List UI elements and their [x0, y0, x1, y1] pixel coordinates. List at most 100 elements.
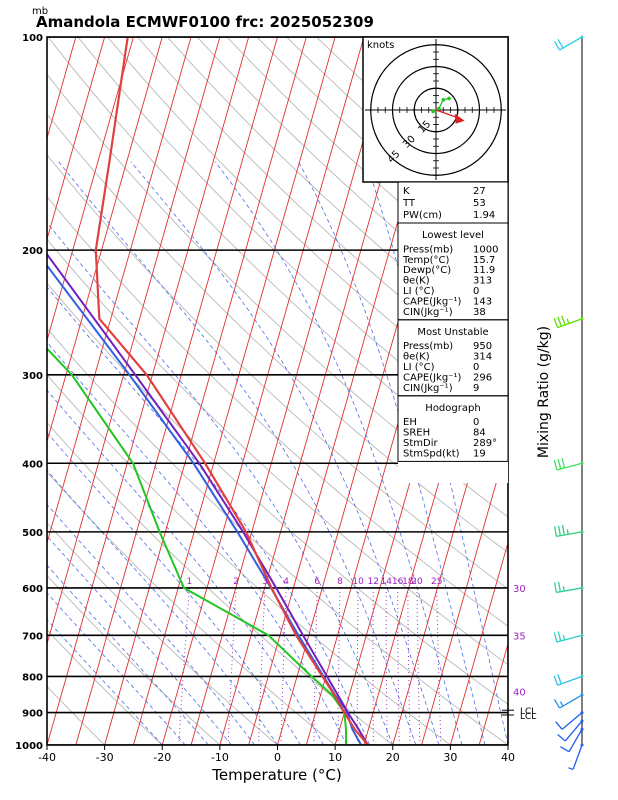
isotherm: [449, 541, 508, 745]
dry-adiabat: [47, 195, 508, 627]
moist-adiabat: [47, 619, 163, 745]
moist-adiabat: [58, 161, 417, 745]
index-value: 289°: [473, 438, 497, 449]
index-value: 0: [473, 362, 479, 373]
barb-half-flag: [559, 701, 564, 707]
isotherm: [190, 37, 394, 745]
barb-shaft: [568, 728, 583, 753]
barb-flag: [553, 699, 561, 709]
hodograph-units: knots: [367, 40, 394, 51]
barb-origin: [580, 727, 584, 731]
mixing-ratio-label: 4: [283, 577, 289, 587]
dry-adiabat: [47, 327, 508, 745]
dry-adiabat: [47, 73, 508, 518]
barb-flag: [560, 746, 570, 753]
index-box-fill: [398, 182, 508, 223]
dry-adiabat: [47, 154, 508, 590]
isotherm-label: 40: [513, 687, 526, 698]
hodograph-point: [431, 109, 435, 114]
barb-origin: [580, 461, 584, 465]
mixing-ratio-label: 8: [337, 577, 343, 587]
mixing-ratio-line: [337, 587, 341, 745]
barb-half-flag: [566, 318, 570, 324]
index-value: 27: [473, 186, 486, 197]
lcl-label: LCL: [520, 712, 536, 722]
pressure-tick-label: 900: [22, 709, 43, 720]
dry-adiabat: [47, 37, 508, 484]
index-label: CAPE(Jkg⁻¹): [403, 372, 461, 383]
mixing-ratio-label: 3: [262, 577, 268, 587]
barb-flag: [557, 525, 561, 536]
barb-flag: [561, 315, 566, 326]
index-value: 950: [473, 341, 492, 352]
barb-origin: [580, 530, 584, 534]
dry-adiabat: [47, 374, 451, 745]
isotherm: [75, 37, 278, 745]
lcl-label: LCL: [520, 707, 536, 717]
right-axis-label: Mixing Ratio (g/kg): [536, 326, 552, 458]
x-tick-label: 30: [443, 751, 457, 764]
barb-origin: [580, 693, 584, 697]
moist-adiabat: [47, 592, 186, 745]
pressure-tick-label: 100: [22, 33, 43, 44]
barb-flag: [554, 526, 558, 537]
isotherm-label: 30: [513, 584, 526, 595]
index-label: Temp(°C): [402, 255, 450, 266]
dry-adiabat: [47, 113, 508, 554]
storm-motion-arrow: [454, 113, 465, 124]
index-value: 1000: [473, 244, 498, 255]
x-axis-label: Temperature (°C): [211, 766, 341, 784]
isotherm: [47, 37, 106, 241]
mixing-ratio-label: 10: [352, 577, 364, 587]
index-label: LI (°C): [403, 286, 435, 297]
wind-barb: [553, 458, 584, 471]
index-label: SREH: [403, 428, 430, 439]
temperature-profile-line: [94, 37, 369, 745]
barb-flag: [553, 460, 558, 471]
barb-flag: [561, 458, 566, 469]
index-label: CIN(Jkg⁻¹): [403, 307, 453, 318]
wind-barb: [554, 525, 584, 538]
barb-shaft: [561, 712, 583, 730]
barb-origin: [580, 743, 584, 747]
pressure-tick-label: 200: [22, 246, 43, 257]
moist-adiabat: [47, 389, 324, 745]
index-value: 0: [473, 417, 479, 428]
parcel-profile-line: [47, 252, 369, 745]
barb-flag: [557, 316, 562, 327]
barb-half-flag: [562, 586, 565, 592]
index-box: [397, 395, 509, 462]
x-tick-label: 20: [386, 751, 400, 764]
moist-adiabat: [47, 286, 371, 745]
mixing-ratio-label: 12: [368, 577, 379, 587]
wind-barb: [554, 581, 584, 594]
mixing-ratio-label: 16: [392, 577, 404, 587]
moist-adiabat: [47, 503, 255, 745]
mixing-ratio-label: 14: [380, 577, 392, 587]
isotherm-label: 35: [513, 631, 526, 642]
dry-adiabat: [47, 471, 336, 745]
index-label: StmDir: [403, 438, 438, 449]
isotherm: [47, 37, 134, 343]
index-label: Press(mb): [403, 244, 453, 255]
isotherm: [161, 37, 365, 745]
barb-origin: [580, 633, 584, 637]
isotherm: [421, 439, 508, 745]
index-value: 0: [473, 286, 479, 297]
wind-barb: [553, 631, 584, 643]
dewpoint-profile-line: [47, 347, 348, 745]
wind-barb: [553, 674, 584, 686]
profiles: [47, 37, 369, 745]
wind-barb: [568, 743, 584, 771]
x-tick-label: 40: [501, 751, 515, 764]
barb-shaft: [557, 318, 583, 329]
index-value: 19: [473, 448, 486, 459]
moist-adiabat: [130, 161, 440, 745]
barb-shaft: [572, 744, 583, 770]
mixing-ratio-label: 6: [314, 577, 320, 587]
barb-flag: [553, 632, 558, 643]
pressure-tick-label: 300: [22, 371, 43, 382]
